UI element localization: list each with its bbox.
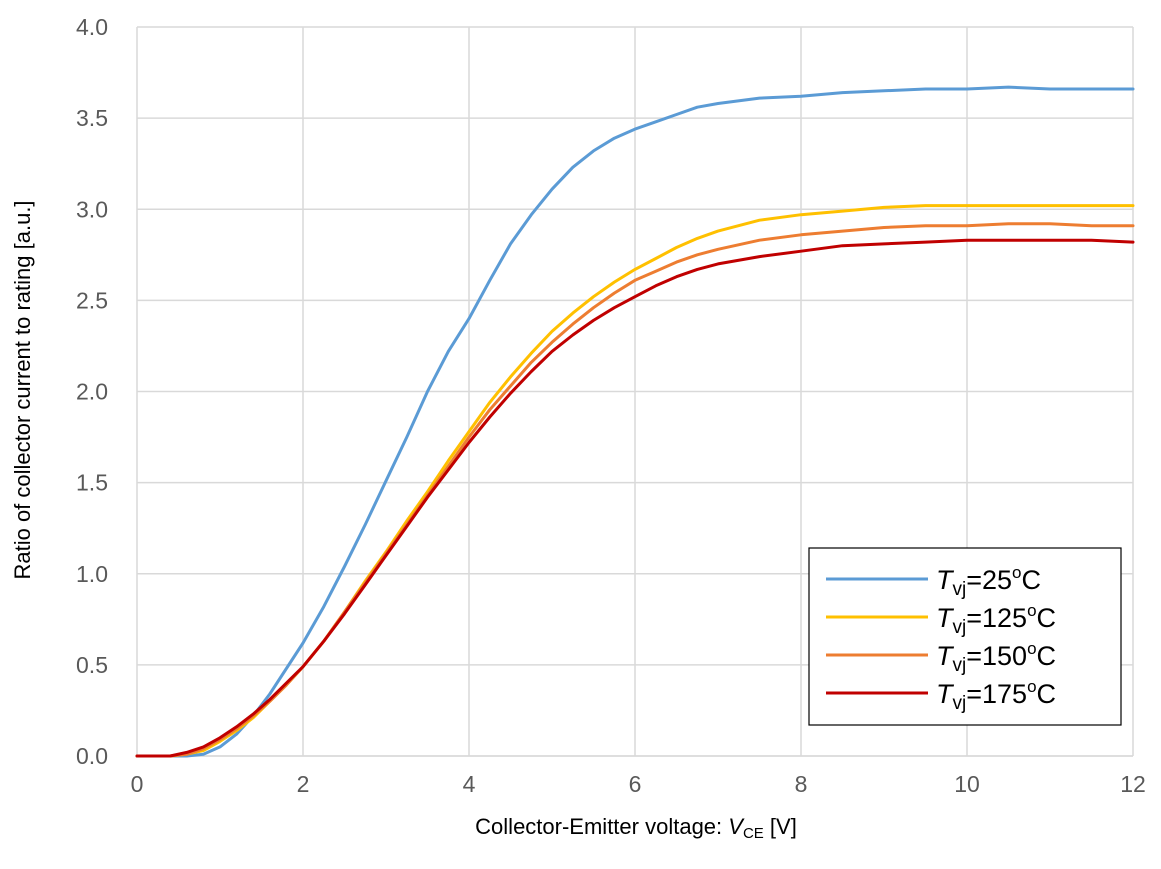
x-tick-label: 8 [795, 771, 808, 797]
y-tick-label: 3.5 [76, 105, 108, 131]
y-tick-label: 0.5 [76, 652, 108, 678]
y-tick-label: 2.5 [76, 287, 108, 313]
x-axis-ticks: 0 2 4 6 8 10 12 [131, 771, 1146, 797]
x-axis-label-prefix: Collector-Emitter voltage: [475, 814, 728, 839]
legend-label-25: Tvj=25oC [936, 563, 1041, 600]
x-axis-label-suffix: [V] [764, 814, 797, 839]
y-tick-label: 0.0 [76, 743, 108, 769]
x-tick-label: 2 [297, 771, 310, 797]
x-tick-label: 6 [629, 771, 642, 797]
y-tick-label: 2.0 [76, 379, 108, 405]
x-tick-label: 4 [463, 771, 476, 797]
x-tick-label: 0 [131, 771, 144, 797]
y-tick-label: 1.0 [76, 561, 108, 587]
x-axis-label: Collector-Emitter voltage: VCE [V] [475, 814, 797, 842]
y-axis-label: Ratio of collector current to rating [a.… [10, 200, 35, 579]
x-tick-label: 10 [954, 771, 980, 797]
x-axis-label-sub: CE [743, 825, 764, 842]
y-tick-label: 3.0 [76, 196, 108, 222]
y-tick-label: 4.0 [76, 14, 108, 40]
y-axis-ticks: 0.0 0.5 1.0 1.5 2.0 2.5 3.0 3.5 4.0 [76, 14, 108, 769]
x-tick-label: 12 [1120, 771, 1146, 797]
y-tick-label: 1.5 [76, 470, 108, 496]
